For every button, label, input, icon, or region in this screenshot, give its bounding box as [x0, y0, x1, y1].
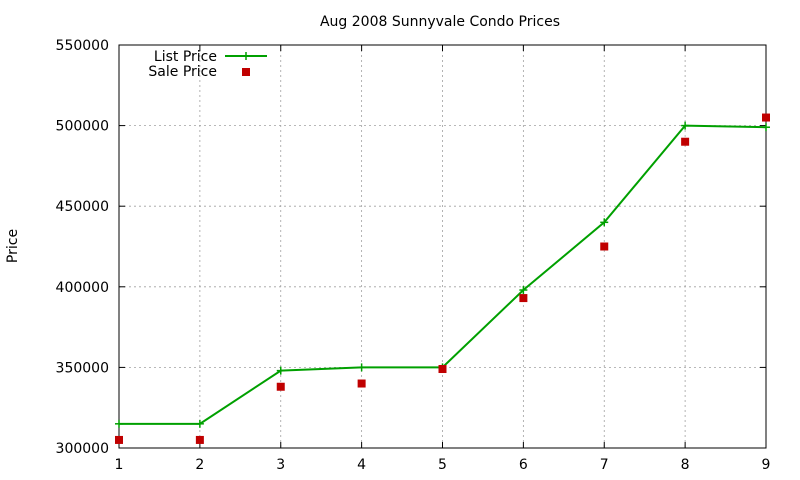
list-price-point	[357, 363, 366, 372]
sale-price-point	[276, 382, 285, 391]
legend-marker-list-price	[242, 52, 250, 60]
legend-marker-sale-price	[242, 68, 250, 76]
list-price-point	[600, 218, 609, 227]
list-price-point	[519, 286, 528, 295]
sale-price-point	[519, 294, 528, 303]
sale-price-point	[357, 379, 366, 388]
y-tick-label: 350000	[56, 360, 109, 376]
axis-ticks: 300000 350000 400000 450000 500000 550000 1 2 3 4…	[56, 38, 771, 473]
list-price-point	[195, 419, 204, 428]
x-tick-label: 7	[600, 457, 609, 473]
legend-label-list-price: List Price	[154, 49, 217, 65]
list-price-point	[681, 121, 690, 130]
x-tick-label: 6	[519, 457, 528, 473]
x-tick-label: 2	[195, 457, 204, 473]
data-series	[115, 113, 770, 444]
y-tick-label: 450000	[56, 199, 109, 215]
legend-label-sale-price: Sale Price	[148, 64, 217, 80]
y-tick-label: 400000	[56, 280, 109, 296]
sale-price-point	[762, 113, 770, 122]
sale-price-point	[600, 242, 609, 251]
y-tick-label: 550000	[56, 38, 109, 54]
sale-price-point	[195, 435, 204, 444]
plot-frame	[118, 44, 767, 449]
list-price-point	[276, 366, 285, 375]
sale-price-point	[681, 137, 690, 146]
list-price-point	[115, 419, 123, 428]
x-tick-label: 4	[357, 457, 366, 473]
list-price-point	[762, 123, 770, 132]
x-tick-label: 5	[438, 457, 447, 473]
y-tick-label: 300000	[56, 441, 109, 457]
sale-price-point	[438, 365, 447, 374]
x-tick-label: 1	[115, 457, 124, 473]
y-axis-label: Price	[5, 229, 21, 263]
grid-lines	[119, 45, 766, 448]
sale-price-point	[115, 435, 123, 444]
chart-title: Aug 2008 Sunnyvale Condo Prices	[320, 14, 560, 30]
y-tick-label: 500000	[56, 119, 109, 135]
x-tick-label: 9	[762, 457, 771, 473]
x-tick-label: 8	[681, 457, 690, 473]
x-tick-label: 3	[276, 457, 285, 473]
